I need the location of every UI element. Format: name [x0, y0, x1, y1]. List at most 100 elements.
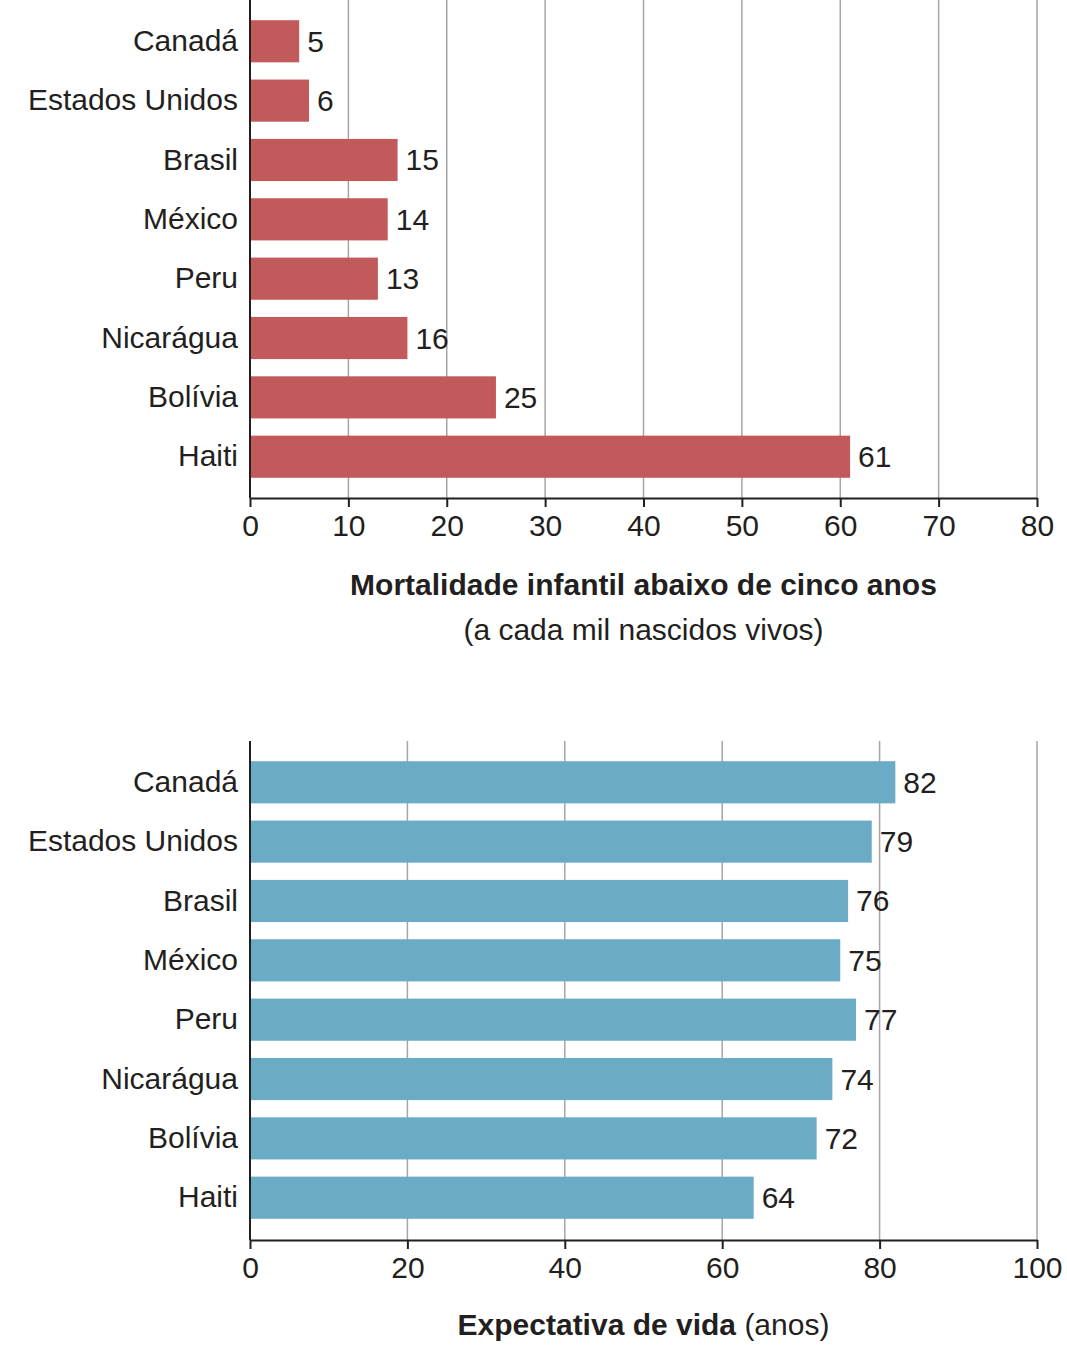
tick: México	[143, 943, 238, 976]
bar	[250, 20, 299, 62]
bar	[250, 317, 407, 359]
bar	[250, 376, 496, 418]
category-label: Peru	[175, 1002, 238, 1035]
data-label: 74	[840, 1063, 873, 1096]
canvas: 5615141316256101020304050607080CanadáEst…	[0, 0, 1067, 1346]
category-label: Bolívia	[148, 380, 238, 413]
bar	[250, 258, 378, 300]
bars	[250, 761, 895, 1219]
axis-title-unit: (a cada mil nascidos vivos)	[463, 613, 823, 646]
axis-title-unit: (anos)	[744, 1308, 829, 1341]
tick: 0	[242, 498, 259, 542]
grid-line	[249, 0, 251, 498]
bar	[250, 1177, 754, 1219]
data-label: 82	[903, 766, 936, 799]
bar	[250, 761, 895, 803]
data-label: 25	[504, 381, 537, 414]
tick: Bolívia	[148, 380, 238, 413]
tick-label: 30	[529, 509, 562, 542]
tick-label: 80	[863, 1251, 896, 1284]
space	[736, 1308, 744, 1341]
bar	[250, 821, 872, 863]
tick: 80	[863, 1240, 896, 1284]
category-label: Bolívia	[148, 1121, 238, 1154]
chart: 5615141316256101020304050607080CanadáEst…	[28, 0, 1054, 646]
tick: 20	[431, 498, 464, 542]
tick: 30	[529, 498, 562, 542]
tick: 40	[549, 1240, 582, 1284]
x-axis: 01020304050607080	[242, 498, 1054, 542]
tick-label: 60	[706, 1251, 739, 1284]
tick: Brasil	[163, 143, 238, 176]
data-label: 64	[762, 1181, 795, 1214]
y-axis: Canadá Estados Unidos Brasil México Peru Nica…	[28, 741, 250, 1240]
tick: Haiti	[178, 439, 238, 472]
data-label: 5	[307, 25, 324, 58]
grid-line	[249, 741, 251, 1240]
category-label: Brasil	[163, 143, 238, 176]
grid-line	[938, 0, 940, 498]
tick: Nicarágua	[101, 1062, 238, 1095]
chart: 8279767577747264 0 20 40 60 80 100 Canadá Estado…	[28, 741, 1063, 1341]
data-label: 16	[415, 322, 448, 355]
grid-line	[643, 0, 645, 498]
tick-label: 0	[242, 1251, 259, 1284]
tick: 60	[706, 1240, 739, 1284]
tick: 40	[627, 498, 660, 542]
tick-mark	[407, 1240, 409, 1249]
tick-mark	[545, 498, 547, 507]
category-label: Peru	[175, 261, 238, 294]
grid-line	[1036, 741, 1038, 1240]
grid-line	[721, 741, 723, 1240]
category-label: Estados Unidos	[28, 824, 238, 857]
tick-label: 50	[726, 509, 759, 542]
data-label: 15	[406, 143, 439, 176]
tick-label: 10	[332, 509, 365, 542]
bar	[250, 139, 398, 181]
tick: 50	[726, 498, 759, 542]
tick: Peru	[175, 261, 238, 294]
tick-mark	[348, 498, 350, 507]
axis-line	[251, 1240, 1038, 1242]
data-labels: 8279767577747264	[762, 766, 937, 1214]
grid-line	[879, 741, 881, 1240]
category-label: Canadá	[133, 24, 238, 57]
tick: 70	[922, 498, 955, 542]
tick: 0	[242, 1240, 259, 1284]
category-label: Haiti	[178, 1180, 238, 1213]
tick-label: 100	[1012, 1251, 1062, 1284]
grid-line	[741, 0, 743, 498]
bar	[250, 880, 848, 922]
tick-label: 40	[549, 1251, 582, 1284]
tick: Haiti	[178, 1180, 238, 1213]
tick-mark	[879, 1240, 881, 1249]
tick-mark	[1037, 1240, 1039, 1249]
category-label: Canadá	[133, 765, 238, 798]
tick-mark	[722, 1240, 724, 1249]
grid-line	[564, 741, 566, 1240]
axis-line	[249, 741, 251, 1240]
bar	[250, 1058, 832, 1100]
category-label: Brasil	[163, 884, 238, 917]
tick: 10	[332, 498, 365, 542]
grid	[250, 741, 1037, 1240]
axis-title-main: Expectativa de vida	[458, 1308, 737, 1341]
category-label: Nicarágua	[101, 321, 238, 354]
tick: Estados Unidos	[28, 83, 238, 116]
tick-mark	[564, 1240, 566, 1249]
tick-mark	[446, 498, 448, 507]
category-label: Estados Unidos	[28, 83, 238, 116]
data-label: 6	[317, 84, 334, 117]
tick-label: 0	[242, 509, 259, 542]
tick: 20	[391, 1240, 424, 1284]
tick-mark	[250, 498, 252, 507]
category-label: México	[143, 943, 238, 976]
tick: 80	[1021, 498, 1054, 542]
tick-mark	[1037, 498, 1039, 507]
category-label: México	[143, 202, 238, 235]
x-axis: 0 20 40 60 80 100	[242, 1240, 1062, 1284]
tick-mark	[741, 498, 743, 507]
data-label: 76	[856, 884, 889, 917]
tick-mark	[250, 1240, 252, 1249]
tick: Canadá	[133, 24, 238, 57]
